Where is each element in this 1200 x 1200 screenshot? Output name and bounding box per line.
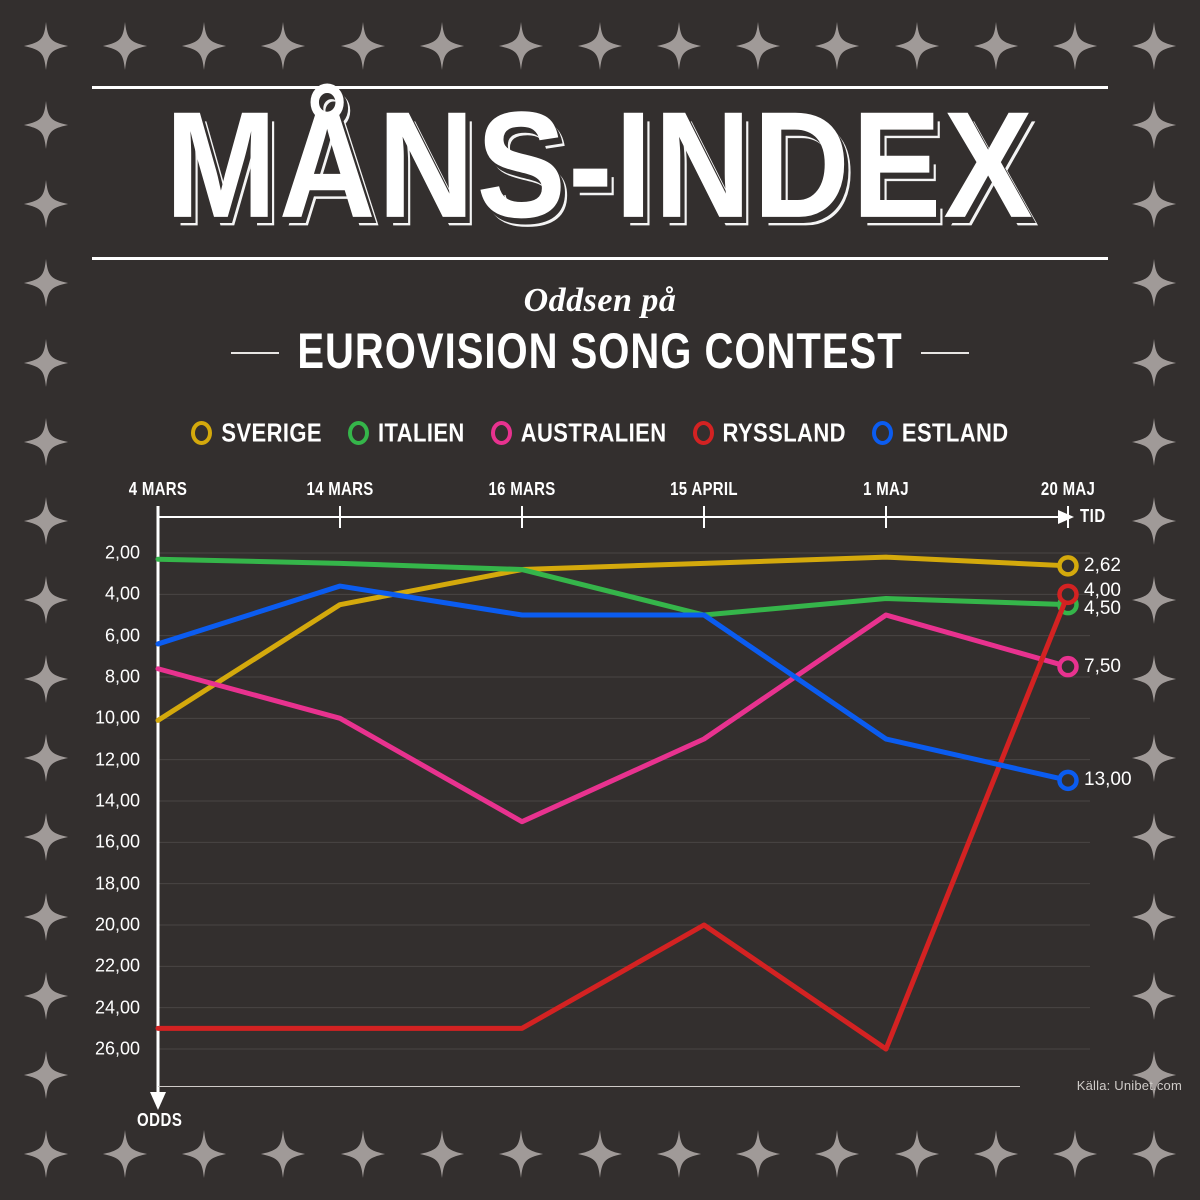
y-tick-label: 4,00 — [104, 583, 140, 604]
title-bottom-rule — [92, 257, 1108, 260]
legend-item-label: ESTLAND — [901, 417, 1009, 448]
legend-item-italien[interactable]: ITALIEN — [348, 417, 465, 448]
series-line-australien — [155, 612, 1071, 825]
series-endpoint-estland — [1057, 769, 1079, 792]
series-end-value-sverige: 2,62 — [1084, 554, 1121, 576]
legend-item-label: RYSSLAND — [722, 417, 846, 448]
y-tick-label: 14,00 — [94, 790, 140, 811]
series-line-italien — [155, 556, 1071, 618]
legend-marker-icon — [191, 421, 213, 445]
subtitle-right-rule — [920, 351, 969, 354]
x-axis-arrow-icon — [1058, 510, 1074, 524]
series-endpoint-australien — [1057, 655, 1079, 678]
series-line-estland — [155, 583, 1071, 783]
chart-legend: SVERIGE ITALIEN AUSTRALIEN RYSSLAND ESTLAND — [0, 417, 1200, 448]
series-line-sverige — [155, 554, 1071, 723]
source-credit: Källa: Unibet.com — [1076, 1078, 1182, 1093]
legend-marker-icon — [348, 421, 369, 445]
page-title: MÅNS-INDEX — [165, 81, 1035, 250]
subtitle-left-rule — [231, 351, 280, 354]
x-axis-label: TID — [1080, 506, 1106, 527]
x-tick-label: 20 MAJ — [1040, 479, 1096, 500]
series-end-value-australien: 7,50 — [1084, 655, 1121, 677]
source-rule — [158, 1086, 1020, 1087]
legend-item-sverige[interactable]: SVERIGE — [191, 417, 322, 448]
legend-item-label: AUSTRALIEN — [520, 417, 667, 448]
legend-item-ryssland[interactable]: RYSSLAND — [692, 417, 846, 448]
title-top-rule — [92, 86, 1108, 89]
y-tick-label: 10,00 — [94, 707, 140, 728]
series-endpoint-ryssland — [1057, 583, 1079, 606]
legend-item-australien[interactable]: AUSTRALIEN — [490, 417, 667, 448]
y-tick-label: 16,00 — [94, 831, 140, 852]
legend-item-estland[interactable]: ESTLAND — [871, 417, 1009, 448]
series-end-value-italien: 4,50 — [1084, 597, 1121, 619]
y-tick-label: 24,00 — [94, 997, 140, 1018]
subtitle-row: EUROVISION SONG CONTEST — [0, 324, 1200, 379]
y-tick-label: 20,00 — [94, 914, 140, 935]
y-axis-arrow-icon — [150, 1092, 166, 1110]
x-tick-label: 4 MARS — [128, 479, 188, 500]
series-end-value-estland: 13,00 — [1084, 769, 1132, 791]
legend-item-label: ITALIEN — [378, 417, 465, 448]
x-tick-label: 14 MARS — [306, 479, 374, 500]
y-tick-label: 6,00 — [104, 625, 140, 646]
y-tick-label: 26,00 — [94, 1038, 140, 1059]
legend-marker-icon — [871, 421, 893, 445]
y-tick-label: 2,00 — [104, 542, 140, 563]
x-tick-label: 1 MAJ — [863, 479, 909, 500]
series-line-ryssland — [155, 591, 1071, 1052]
x-tick-label: 16 MARS — [488, 479, 556, 500]
y-tick-label: 8,00 — [104, 666, 140, 687]
series-end-value-ryssland: 4,00 — [1084, 580, 1121, 602]
legend-marker-icon — [490, 421, 512, 445]
y-tick-label: 12,00 — [94, 749, 140, 770]
y-tick-label: 18,00 — [94, 873, 140, 894]
x-tick-label: 15 APRIL — [670, 479, 738, 500]
y-axis-label: ODDS — [137, 1110, 183, 1131]
legend-marker-icon — [692, 421, 714, 445]
subtitle: EUROVISION SONG CONTEST — [297, 324, 903, 380]
legend-item-label: SVERIGE — [221, 417, 322, 448]
subtitle-script: Oddsen på — [523, 282, 677, 319]
y-tick-label: 22,00 — [94, 955, 140, 976]
series-endpoint-sverige — [1057, 555, 1079, 577]
